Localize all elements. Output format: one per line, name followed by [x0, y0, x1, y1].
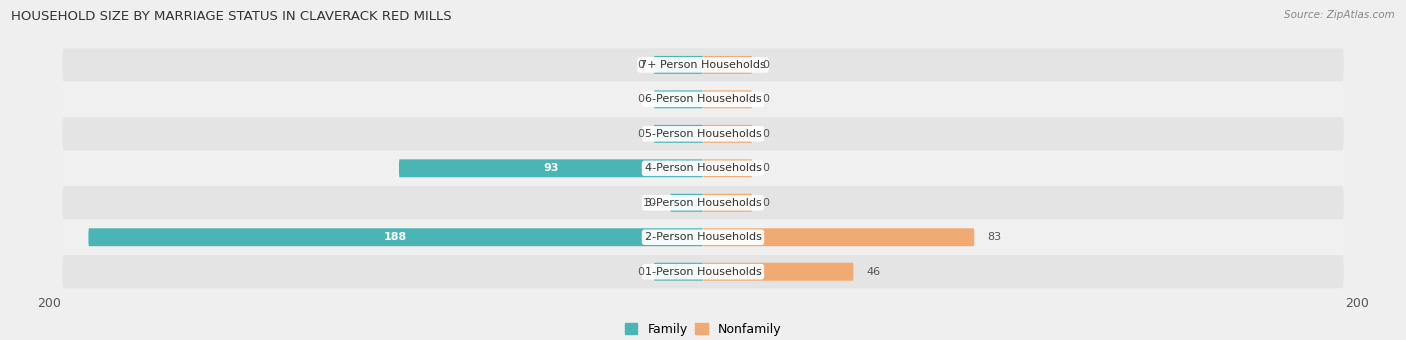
- FancyBboxPatch shape: [703, 159, 752, 177]
- Text: 0: 0: [637, 129, 644, 139]
- FancyBboxPatch shape: [62, 186, 1344, 219]
- FancyBboxPatch shape: [654, 263, 703, 281]
- Text: 1-Person Households: 1-Person Households: [644, 267, 762, 277]
- FancyBboxPatch shape: [703, 90, 752, 108]
- Text: 2-Person Households: 2-Person Households: [644, 232, 762, 242]
- Text: 0: 0: [762, 60, 769, 70]
- Text: HOUSEHOLD SIZE BY MARRIAGE STATUS IN CLAVERACK RED MILLS: HOUSEHOLD SIZE BY MARRIAGE STATUS IN CLA…: [11, 10, 451, 23]
- FancyBboxPatch shape: [62, 48, 1344, 82]
- Text: Source: ZipAtlas.com: Source: ZipAtlas.com: [1284, 10, 1395, 20]
- FancyBboxPatch shape: [703, 125, 752, 143]
- Text: 0: 0: [762, 163, 769, 173]
- FancyBboxPatch shape: [62, 117, 1344, 150]
- FancyBboxPatch shape: [703, 56, 752, 74]
- FancyBboxPatch shape: [654, 125, 703, 143]
- Text: 0: 0: [762, 198, 769, 208]
- FancyBboxPatch shape: [62, 152, 1344, 185]
- Text: 83: 83: [987, 232, 1001, 242]
- FancyBboxPatch shape: [62, 83, 1344, 116]
- FancyBboxPatch shape: [654, 90, 703, 108]
- Legend: Family, Nonfamily: Family, Nonfamily: [620, 318, 786, 340]
- Text: 0: 0: [762, 95, 769, 104]
- FancyBboxPatch shape: [703, 228, 974, 246]
- Text: 46: 46: [866, 267, 880, 277]
- FancyBboxPatch shape: [703, 263, 853, 281]
- Text: 4-Person Households: 4-Person Households: [644, 163, 762, 173]
- FancyBboxPatch shape: [399, 159, 703, 177]
- Text: 93: 93: [543, 163, 558, 173]
- Text: 10: 10: [643, 198, 657, 208]
- Text: 3-Person Households: 3-Person Households: [644, 198, 762, 208]
- Text: 5-Person Households: 5-Person Households: [644, 129, 762, 139]
- FancyBboxPatch shape: [89, 228, 703, 246]
- Text: 0: 0: [762, 129, 769, 139]
- FancyBboxPatch shape: [671, 194, 703, 212]
- Text: 0: 0: [637, 95, 644, 104]
- Text: 6-Person Households: 6-Person Households: [644, 95, 762, 104]
- Text: 7+ Person Households: 7+ Person Households: [640, 60, 766, 70]
- FancyBboxPatch shape: [62, 255, 1344, 288]
- Text: 188: 188: [384, 232, 408, 242]
- Text: 0: 0: [637, 267, 644, 277]
- Text: 0: 0: [637, 60, 644, 70]
- FancyBboxPatch shape: [654, 56, 703, 74]
- FancyBboxPatch shape: [703, 194, 752, 212]
- FancyBboxPatch shape: [62, 221, 1344, 254]
